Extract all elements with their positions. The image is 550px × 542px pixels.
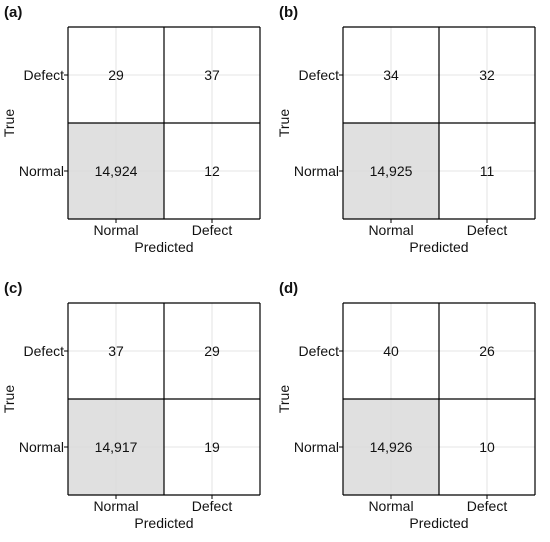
confusion-matrix-panel-b: (b) 34 32 14,925 11 Defect Normal Normal Defect…	[275, 0, 550, 266]
y-axis-label: True	[1, 109, 17, 137]
x-tick-label: Defect	[192, 498, 233, 514]
panel-label: (c)	[4, 280, 23, 297]
cell-value-label: 37	[204, 67, 220, 83]
cell-value-label: 37	[108, 343, 124, 359]
x-axis-label: Predicted	[134, 239, 193, 255]
x-tick-label: Normal	[368, 222, 413, 238]
y-tick-label: Normal	[19, 163, 64, 179]
y-tick-label: Defect	[24, 67, 65, 83]
y-axis-label: True	[276, 385, 292, 413]
cell-value-label: 34	[383, 67, 399, 83]
cell-value-label: 10	[479, 439, 495, 455]
cell-value-label: 12	[204, 163, 220, 179]
cell-value-label: 14,924	[95, 163, 138, 179]
cell-value-label: 19	[204, 439, 220, 455]
cell-value-label: 40	[383, 343, 399, 359]
cell-value-label: 29	[204, 343, 220, 359]
y-tick-label: Defect	[299, 343, 340, 359]
panel-label: (a)	[4, 4, 23, 21]
confusion-matrix-panel-c: (c) 37 29 14,917 19 Defect Normal Normal Defect…	[0, 276, 275, 542]
confusion-matrix-panel-d: (d) 40 26 14,926 10 Defect Normal Normal Defect…	[275, 276, 550, 542]
x-tick-label: Normal	[368, 498, 413, 514]
x-axis-label: Predicted	[134, 515, 193, 531]
y-tick-label: Normal	[294, 163, 339, 179]
panel-label: (b)	[279, 4, 299, 21]
cell-value-label: 14,917	[95, 439, 138, 455]
y-tick-label: Normal	[294, 439, 339, 455]
y-tick-label: Defect	[24, 343, 65, 359]
x-axis-label: Predicted	[409, 515, 468, 531]
cell-value-label: 14,926	[370, 439, 413, 455]
y-tick-label: Defect	[299, 67, 340, 83]
x-tick-label: Normal	[93, 222, 138, 238]
panel-label: (d)	[279, 280, 299, 297]
x-tick-label: Defect	[467, 222, 508, 238]
y-axis-label: True	[1, 385, 17, 413]
y-tick-label: Normal	[19, 439, 64, 455]
y-axis-label: True	[276, 109, 292, 137]
confusion-matrix-panel-a: (a) 29 37 14,924 12 Defect Normal Normal Defect…	[0, 0, 275, 266]
x-tick-label: Defect	[192, 222, 233, 238]
x-tick-label: Normal	[93, 498, 138, 514]
cell-value-label: 14,925	[370, 163, 413, 179]
x-axis-label: Predicted	[409, 239, 468, 255]
x-tick-label: Defect	[467, 498, 508, 514]
cell-value-label: 32	[479, 67, 495, 83]
cell-value-label: 11	[480, 163, 495, 179]
cell-value-label: 29	[108, 67, 124, 83]
cell-value-label: 26	[479, 343, 495, 359]
